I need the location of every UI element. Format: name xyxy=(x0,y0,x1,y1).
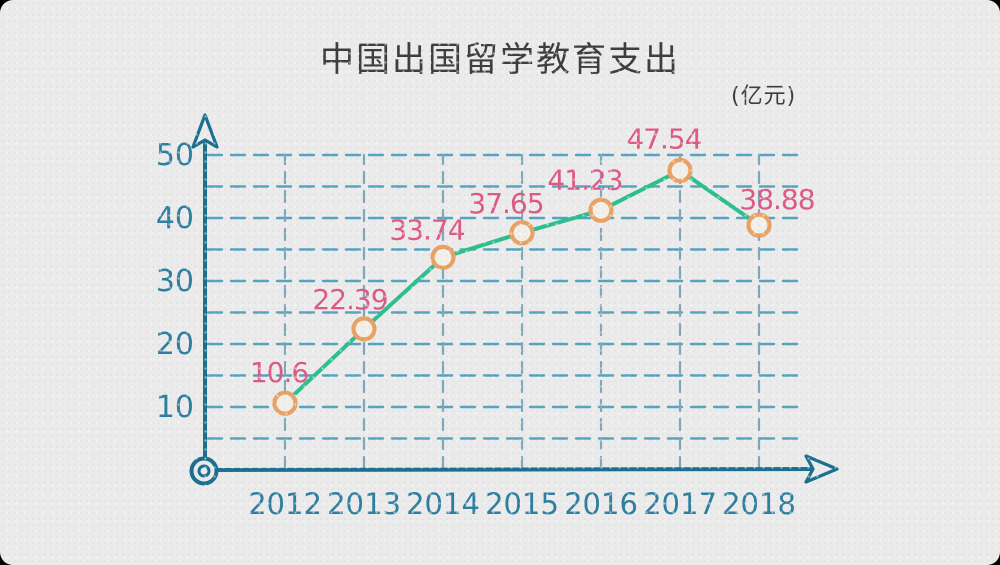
x-tick-label: 2016 xyxy=(564,487,638,521)
x-tick-label: 2017 xyxy=(643,487,717,521)
data-point-marker xyxy=(272,390,298,416)
data-point-label: 37.65 xyxy=(468,187,543,220)
y-tick-label: 30 xyxy=(156,264,194,299)
data-point-label: 38.88 xyxy=(739,183,814,216)
data-point-label: 33.74 xyxy=(389,213,464,246)
x-tick-label: 2018 xyxy=(722,487,796,521)
data-point-label: 22.39 xyxy=(312,283,387,316)
data-point-label: 10.6 xyxy=(250,356,309,389)
origin-marker-inner xyxy=(197,464,211,478)
y-tick-label: 20 xyxy=(156,327,194,362)
y-axis-arrow xyxy=(191,113,219,149)
data-point-label: 47.54 xyxy=(626,123,701,156)
unit-label: (亿元) xyxy=(731,84,797,109)
data-point-marker xyxy=(667,157,693,184)
y-tick-label: 50 xyxy=(156,138,194,173)
data-point-marker xyxy=(588,197,614,223)
x-tick-label: 2014 xyxy=(406,487,480,521)
data-point-marker xyxy=(509,220,535,246)
x-axis-arrow xyxy=(804,454,839,484)
x-axis xyxy=(203,467,814,472)
data-point-marker xyxy=(430,244,456,270)
y-tick-label: 10 xyxy=(156,390,194,425)
data-point-label: 41.23 xyxy=(547,163,622,196)
chart-title: 中国出国留学教育支出 xyxy=(320,40,680,80)
data-point-marker xyxy=(351,316,377,342)
x-tick-label: 2015 xyxy=(485,487,559,521)
x-tick-label: 2013 xyxy=(327,487,401,521)
y-tick-label: 40 xyxy=(156,201,194,236)
x-tick-label: 2012 xyxy=(248,487,322,521)
origin-marker xyxy=(189,456,219,486)
data-point-marker xyxy=(746,212,772,238)
